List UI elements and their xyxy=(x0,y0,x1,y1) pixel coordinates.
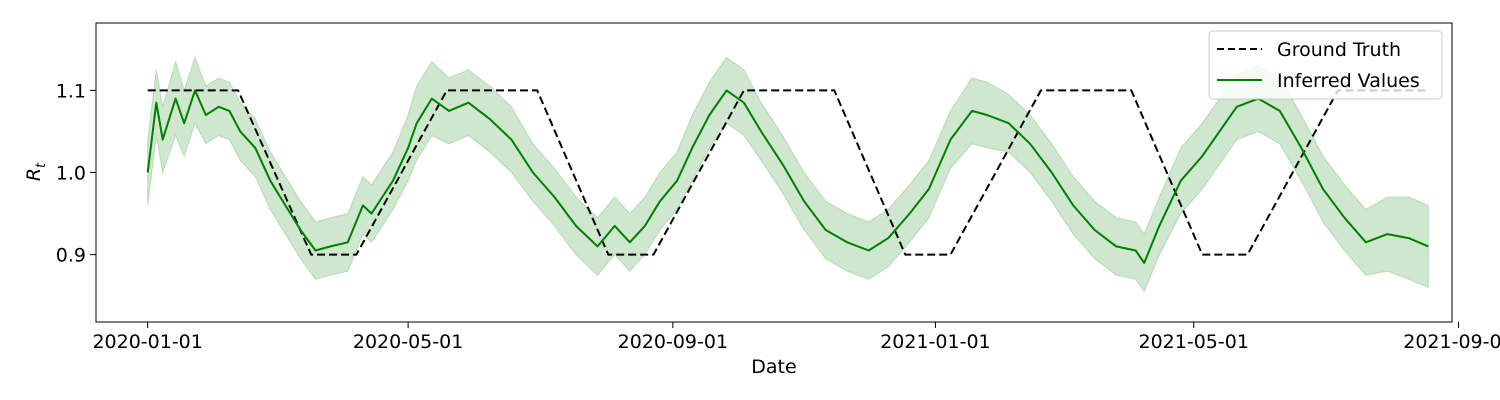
x-tick-label: 2020-09-01 xyxy=(618,331,728,353)
y-axis-title-base: R xyxy=(23,168,45,181)
series-line-layer xyxy=(146,89,1429,264)
x-tick-label: 2020-01-01 xyxy=(92,331,202,353)
x-tick-label: 2020-05-01 xyxy=(353,331,463,353)
y-axis-title: Rt xyxy=(23,162,49,181)
legend: Ground Truth Inferred Values xyxy=(1208,30,1443,100)
inferred-values-line xyxy=(146,89,1429,264)
x-tick-label: 2021-05-01 xyxy=(1139,331,1249,353)
x-tick-label: 2021-09-01 xyxy=(1403,331,1500,353)
legend-box xyxy=(1208,30,1443,100)
x-axis: 2020-01-01 2020-05-01 2020-09-01 2021-01-01… xyxy=(92,322,1500,353)
legend-label-inferred-values: Inferred Values xyxy=(1277,70,1420,92)
y-tick-label: 1.0 xyxy=(56,163,86,185)
ground-truth-line xyxy=(147,89,1429,256)
legend-label-ground-truth: Ground Truth xyxy=(1277,39,1401,61)
y-axis-title-sub: t xyxy=(34,162,49,168)
y-tick-label: 1.1 xyxy=(56,80,86,102)
x-axis-title: Date xyxy=(751,356,796,378)
y-axis: 0.9 1.0 1.1 xyxy=(56,80,96,267)
x-tick-label: 2021-01-01 xyxy=(880,331,990,353)
y-tick-label: 0.9 xyxy=(56,245,86,267)
